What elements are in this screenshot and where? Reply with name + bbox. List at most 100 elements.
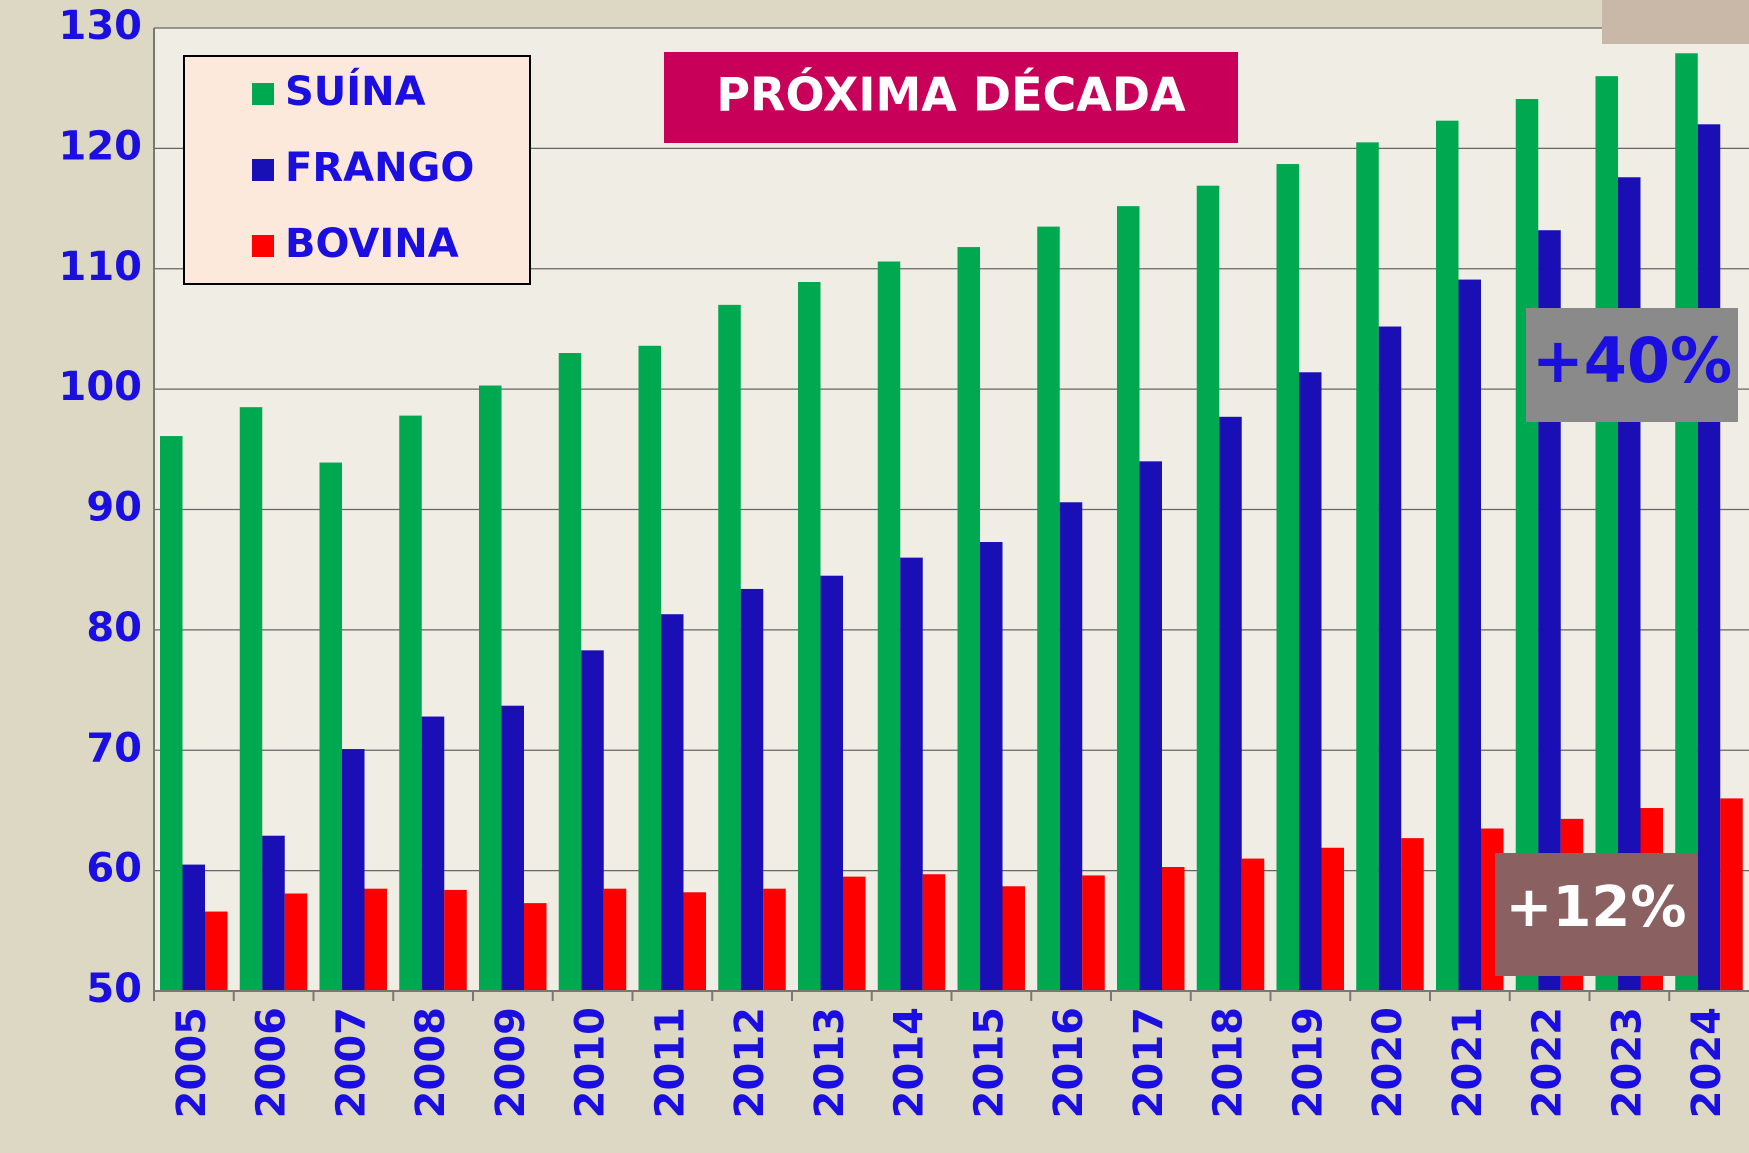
bar (1720, 798, 1743, 991)
x-tick-label: 2019 (1285, 1007, 1331, 1118)
x-tick-label: 2014 (887, 1007, 933, 1118)
y-tick-label: 50 (86, 966, 142, 1012)
bar (1219, 416, 1242, 991)
bar (683, 892, 706, 991)
bar (1241, 858, 1265, 991)
bar (421, 716, 445, 991)
y-tick-label: 90 (86, 485, 142, 531)
bar (262, 835, 285, 991)
bar (1059, 502, 1083, 991)
bar (798, 281, 821, 992)
bar (444, 889, 467, 991)
bar (1196, 185, 1220, 991)
bar (182, 864, 205, 991)
y-tick-label: 100 (59, 364, 143, 410)
legend (183, 55, 531, 285)
bar (661, 614, 684, 991)
pig-photo (1602, 0, 1749, 44)
y-tick-label: 110 (59, 244, 143, 290)
bar (763, 888, 786, 991)
legend-swatch (252, 235, 274, 257)
bar (1321, 847, 1344, 991)
bar (558, 353, 582, 991)
bar (1697, 124, 1721, 992)
beef-photo (1495, 853, 1698, 976)
bar (501, 705, 524, 991)
bar (284, 893, 308, 991)
y-tick-label: 130 (59, 3, 143, 49)
bar (900, 557, 923, 991)
bar (319, 462, 342, 992)
annotation: +40% (1532, 324, 1732, 397)
bar (1595, 76, 1618, 991)
bar (524, 903, 547, 991)
bar (581, 650, 604, 991)
bar (1299, 372, 1322, 992)
bar (843, 876, 866, 991)
bar (479, 385, 502, 991)
x-tick-label: 2017 (1126, 1007, 1172, 1118)
title-box (664, 52, 1238, 143)
y-tick-label: 60 (86, 846, 142, 892)
bar (638, 345, 661, 991)
y-tick-label: 80 (86, 605, 142, 651)
x-tick-label: 2020 (1365, 1007, 1411, 1118)
legend-swatch (252, 83, 274, 105)
bar (342, 749, 365, 991)
bar (1675, 53, 1698, 992)
x-tick-label: 2015 (966, 1007, 1012, 1118)
bar (740, 588, 764, 991)
bar (205, 911, 228, 991)
legend-label: SUÍNA (285, 67, 426, 115)
x-tick-label: 2016 (1046, 1007, 1092, 1118)
x-tick-label: 2007 (328, 1007, 374, 1118)
x-tick-label: 2024 (1684, 1007, 1730, 1118)
bar (1117, 206, 1140, 991)
bar (922, 874, 946, 991)
x-tick-label: 2008 (408, 1007, 454, 1118)
bar (239, 407, 263, 991)
chicken-photo (1526, 308, 1738, 422)
bar (877, 261, 901, 992)
x-tick-label: 2021 (1445, 1007, 1491, 1118)
bar (1436, 120, 1459, 992)
bar (1002, 886, 1025, 991)
legend-label: FRANGO (285, 145, 474, 191)
bar (603, 888, 627, 991)
bar (820, 575, 843, 991)
x-tick-label: 2022 (1525, 1007, 1571, 1118)
bar (1378, 326, 1402, 991)
x-tick-label: 2023 (1604, 1007, 1650, 1118)
bar (718, 304, 741, 991)
x-tick-label: 2009 (488, 1007, 534, 1118)
x-tick-label: 2006 (249, 1007, 295, 1118)
x-tick-label: 2012 (727, 1007, 773, 1118)
legend-label: BOVINA (285, 221, 459, 267)
bar (1401, 838, 1424, 991)
bar (399, 415, 422, 991)
bar (1037, 226, 1060, 991)
bar (1082, 875, 1105, 991)
legend-swatch (252, 159, 274, 181)
bar (364, 888, 387, 991)
x-tick-label: 2018 (1206, 1007, 1252, 1118)
y-tick-label: 120 (59, 123, 143, 169)
bar (160, 436, 183, 991)
bar (1356, 142, 1379, 991)
x-tick-label: 2005 (169, 1007, 215, 1118)
bar (957, 247, 980, 991)
bar (1139, 461, 1162, 992)
bar (1162, 867, 1185, 991)
bar (1458, 279, 1481, 991)
x-tick-label: 2011 (647, 1007, 693, 1118)
bars (160, 53, 1743, 992)
chart-title: PRÓXIMA DÉCADA (716, 68, 1186, 122)
bar (980, 542, 1003, 991)
x-tick-label: 2010 (568, 1007, 614, 1118)
y-tick-label: 70 (86, 725, 142, 771)
annotation: +12% (1506, 875, 1687, 940)
x-tick-label: 2013 (807, 1007, 853, 1118)
bar (1276, 164, 1299, 991)
legend-entries: SUÍNA FRANGO BOVINA (252, 67, 474, 267)
